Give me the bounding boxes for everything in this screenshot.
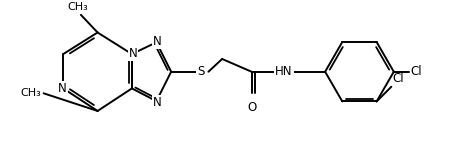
Text: O: O: [247, 101, 256, 114]
Text: S: S: [197, 65, 204, 78]
Text: Cl: Cl: [410, 65, 422, 78]
Text: CH₃: CH₃: [20, 88, 41, 98]
Text: N: N: [153, 96, 162, 109]
Text: HN: HN: [275, 65, 293, 78]
Text: N: N: [58, 82, 67, 95]
Text: Cl: Cl: [392, 72, 404, 85]
Text: N: N: [129, 47, 137, 60]
Text: CH₃: CH₃: [67, 2, 88, 12]
Text: N: N: [153, 35, 162, 48]
